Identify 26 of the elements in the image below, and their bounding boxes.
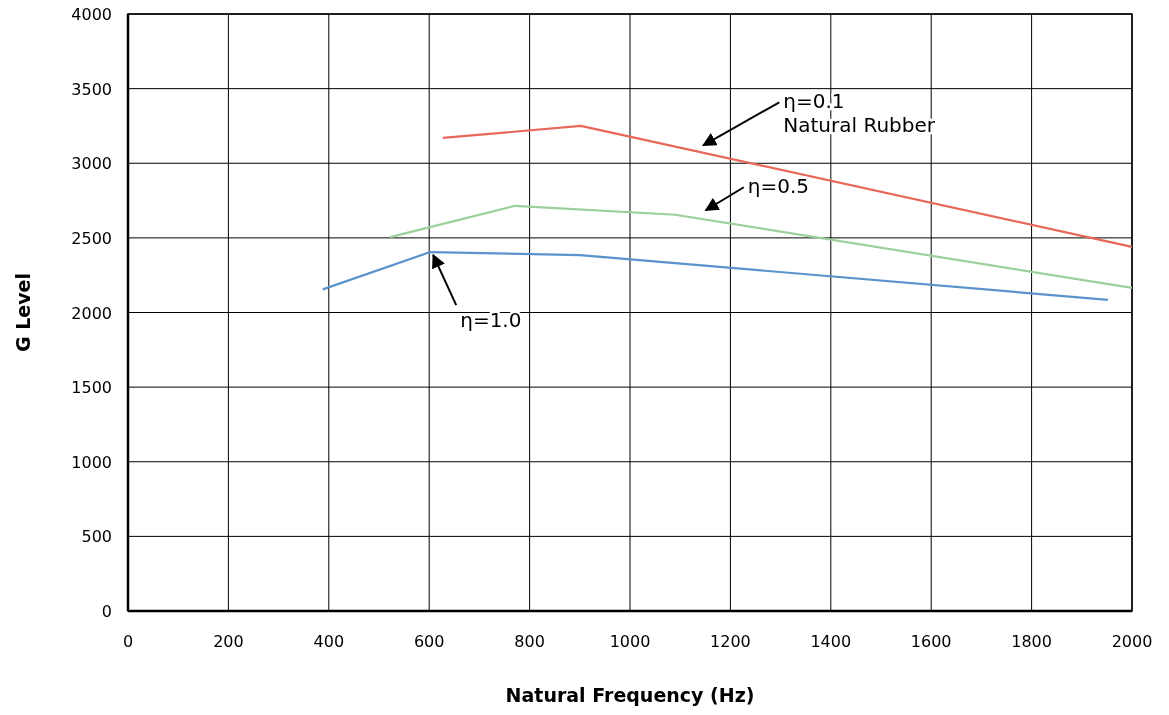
x-tick-label: 1000 bbox=[609, 632, 651, 651]
x-tick-label: 0 bbox=[122, 632, 134, 651]
y-tick-label: 0 bbox=[101, 602, 112, 621]
line-series bbox=[388, 204, 1134, 289]
annotation: η=1.0 bbox=[460, 308, 522, 333]
x-tick-label: 800 bbox=[514, 632, 545, 651]
y-tick-label: 3500 bbox=[71, 79, 112, 99]
y-tick-label: 1500 bbox=[71, 378, 112, 398]
x-tick-label: 200 bbox=[213, 632, 244, 651]
x-tick-label: 1600 bbox=[910, 632, 952, 651]
y-tick-label: 1000 bbox=[71, 452, 112, 472]
y-tick-label: 4000 bbox=[71, 5, 112, 24]
x-tick-label: 1200 bbox=[710, 632, 751, 651]
line-series bbox=[321, 250, 1109, 301]
y-axis-title: G Level bbox=[12, 273, 34, 352]
annotation: η=0.5 bbox=[747, 174, 810, 199]
x-tick-label: 1400 bbox=[810, 632, 852, 651]
y-tick-label: 2000 bbox=[71, 303, 112, 323]
y-tick-label: 3000 bbox=[71, 154, 112, 174]
x-tick-label: 2000 bbox=[1111, 632, 1153, 651]
x-tick-label: 400 bbox=[313, 632, 345, 651]
x-tick-label: 600 bbox=[413, 632, 445, 651]
y-tick-label: 2500 bbox=[71, 228, 112, 248]
x-tick-label: 1800 bbox=[1011, 632, 1052, 651]
y-tick-label: 500 bbox=[81, 527, 112, 547]
x-axis-title: Natural Frequency (Hz) bbox=[505, 684, 755, 706]
